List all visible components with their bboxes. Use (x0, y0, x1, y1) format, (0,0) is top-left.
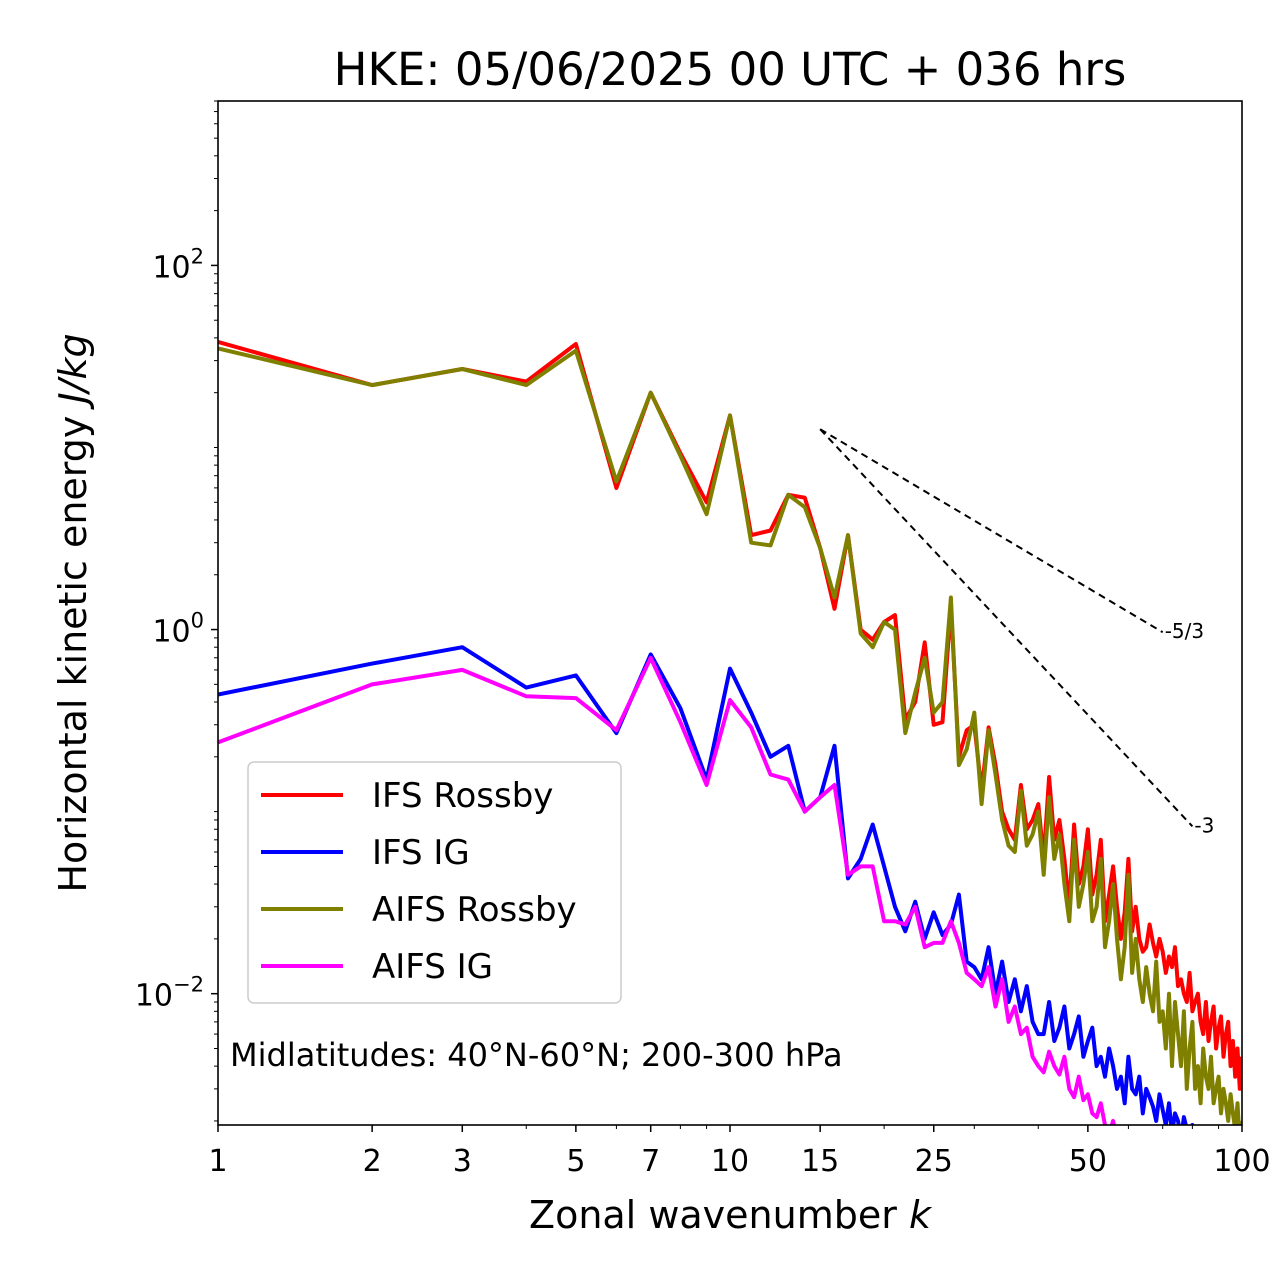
x-tick-label: 5 (566, 1144, 585, 1179)
x-tick-label: 100 (1213, 1144, 1270, 1179)
series-line-aifs-rossby (218, 346, 1242, 1125)
x-tick-label: 10 (711, 1144, 749, 1179)
region-annotation: Midlatitudes: 40°N-60°N; 200-300 hPa (230, 1036, 843, 1074)
y-tick-label: 10−2 (135, 973, 204, 1014)
x-tick-label: 7 (641, 1144, 660, 1179)
y-axis-ticks: 10−2 100 102 (135, 244, 218, 1014)
chart-title: HKE: 05/06/2025 00 UTC + 036 hrs (334, 43, 1127, 96)
legend-box (247, 761, 622, 1004)
series-layer (218, 339, 1242, 1125)
x-tick-label: 15 (801, 1144, 839, 1179)
reference-line-label: -5/3 (1165, 619, 1204, 643)
x-tick-label: 50 (1069, 1144, 1107, 1179)
legend-label: IFS IG (372, 833, 470, 873)
y-tick-label: 100 (152, 609, 204, 650)
x-tick-label: 25 (915, 1144, 953, 1179)
x-tick-label: 2 (363, 1144, 382, 1179)
legend: IFS Rossby IFS IG AIFS Rossby AIFS IG (247, 761, 622, 1004)
reference-line-slope (819, 428, 1194, 827)
reference-lines: -5/3 -3 (819, 428, 1214, 837)
series-line-aifs-ig (218, 655, 1116, 1125)
x-tick-label: 3 (453, 1144, 472, 1179)
plot-frame (217, 100, 1243, 1126)
y-axis-label: Horizontal kinetic energy J/kg (51, 333, 95, 892)
x-axis-label: Zonal wavenumber k (529, 1193, 933, 1237)
y-tick-label: 102 (152, 244, 204, 285)
legend-label: AIFS IG (372, 947, 493, 987)
reference-line-label: -3 (1194, 813, 1214, 837)
reference-line-slope (819, 428, 1164, 634)
legend-label: IFS Rossby (372, 776, 553, 816)
legend-label: AIFS Rossby (372, 890, 577, 930)
x-tick-label: 1 (208, 1144, 227, 1179)
x-axis-ticks: 1 2 3 5 7 10 15 25 50 100 (208, 1125, 1271, 1179)
